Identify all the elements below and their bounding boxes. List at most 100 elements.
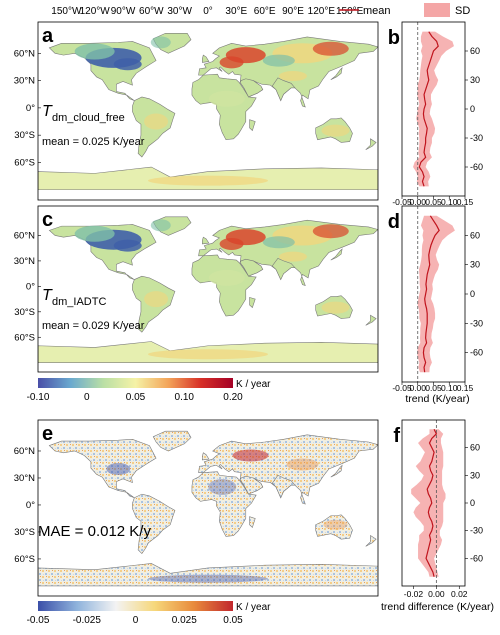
profile-y-tick-label: -60 [470, 348, 483, 358]
colorbar-diff-ticks: -0.05 -0.025 0 0.025 0.05 [27, 615, 244, 626]
land-arabia [239, 258, 264, 277]
trend-region-blob [148, 574, 268, 583]
colorbar-main: K / year -0.10 0 0.05 0.10 0.20 [27, 378, 271, 403]
trend-region-blob [148, 175, 268, 186]
map-land-group [38, 430, 378, 587]
land-madagascar [249, 119, 256, 132]
map-annotation: MAE = 0.012 K/y [38, 523, 151, 540]
lon-tick-label: 60°E [254, 6, 276, 17]
colorbar-tick-label: 0.05 [223, 615, 243, 626]
profile-x-tick-label: -0.05 [392, 383, 412, 393]
lat-tick-label: 30°S [14, 527, 35, 538]
profile-y-tick-label: 0 [470, 104, 475, 114]
lat-tick-label: 0° [26, 500, 35, 511]
panel-letter-a: a [42, 25, 54, 47]
mean-line [425, 428, 438, 577]
trend-region-blob [323, 519, 348, 530]
colorbar-tick-label: 0.025 [172, 615, 197, 626]
trend-region-blob [74, 225, 115, 242]
land-antarctica [38, 563, 378, 587]
trend-region-blob [286, 458, 319, 471]
profile-y-tick-label: -60 [470, 162, 483, 172]
profile-x-tick-label: 0.10 [441, 197, 458, 207]
colorbar-main-ticks: -0.10 0 0.05 0.10 0.20 [27, 392, 244, 403]
profile-y-tick-label: -30 [470, 318, 483, 328]
trend-region-blob [106, 462, 131, 475]
profile-x-tick-label: 0.05 [425, 383, 442, 393]
profile-x-tick-label: 0.15 [457, 383, 474, 393]
land-uk [202, 236, 210, 245]
trend-region-blob [219, 237, 244, 250]
profile-x-tick-label: 0.15 [457, 197, 474, 207]
profile-y-tick-label: 60 [470, 46, 480, 56]
trend-region-blob [232, 449, 269, 462]
lat-tick-label: 60°S [14, 332, 35, 343]
lon-tick-label: 120°E [308, 6, 336, 17]
map-frame [37, 21, 379, 201]
colorbar-tick-label: -0.025 [73, 615, 102, 626]
map-panel-e: 60°N 30°N 0° 30°S 60°S e MAE = 0.012 K/y [14, 419, 379, 597]
panel-letter-e: e [42, 423, 53, 445]
map-frame [37, 205, 379, 373]
lat-tick-label: 60°N [14, 446, 35, 457]
colorbar-tick-label: 0.10 [175, 392, 195, 403]
profile-x-tick-label: 0.02 [451, 589, 468, 599]
profile-x-tick-label: 0.00 [428, 589, 445, 599]
profile-x-axis-label: trend (K/year) [405, 393, 469, 405]
trend-region-blob [279, 251, 307, 262]
trend-region-blob [312, 224, 349, 239]
profile-x-tick-label: 0.00 [409, 197, 426, 207]
profile-x-axis-label: trend difference (K/year) [381, 601, 494, 613]
profile-y-tick-label: 0 [470, 289, 475, 299]
land-greenland [152, 430, 192, 452]
trend-region-blob [208, 478, 237, 495]
land-japan [330, 464, 343, 478]
profile-x-tick-label: 0.00 [409, 383, 426, 393]
trend-region-blob [113, 58, 142, 71]
profile-y-tick-label: -30 [470, 526, 483, 536]
land-africa [191, 471, 257, 537]
land-uk [202, 452, 210, 461]
colorbar-tick-label: -0.05 [27, 615, 50, 626]
lon-tick-label: 90°E [282, 6, 304, 17]
profile-y-tick-label: 30 [470, 470, 480, 480]
map-annotation: mean = 0.029 K/year [42, 320, 145, 332]
mean-line [418, 31, 439, 187]
map-title: T [42, 287, 53, 304]
profile-y-tick-label: 30 [470, 75, 480, 85]
land-madagascar [249, 516, 256, 528]
trend-region-blob [144, 113, 169, 130]
land-india [271, 77, 296, 102]
mean-line [422, 215, 440, 373]
map-annotation: mean = 0.025 K/year [42, 136, 145, 148]
colorbar-tick-label: 0.20 [223, 392, 243, 403]
trend-region-blob [113, 239, 142, 252]
lon-tick-label: 0° [203, 6, 213, 17]
map-title-sub: dm_cloud_free [52, 112, 125, 124]
land-newzealand [365, 138, 377, 150]
colorbar-diff: K / year -0.05 -0.025 0 0.025 0.05 [27, 601, 271, 626]
trend-region-blob [262, 54, 295, 67]
profile-y-tick-label: -60 [470, 553, 483, 563]
land-arabia [239, 78, 264, 98]
sd-band [411, 429, 446, 577]
lat-tick-label: 60°N [14, 48, 35, 59]
lat-tick-label: 60°S [14, 157, 35, 168]
profile-x-tick-label: -0.02 [404, 589, 424, 599]
land-japan [330, 248, 343, 261]
profile-x-tick-label: 0.05 [425, 197, 442, 207]
lat-tick-label: 30°N [14, 256, 35, 267]
legend: mean SD [339, 3, 470, 17]
lat-tick-label: 0° [26, 103, 35, 114]
trend-region-blob [312, 41, 349, 56]
lon-tick-label: 150°W [51, 6, 82, 17]
lat-tick-label: 0° [26, 281, 35, 292]
land-australia [315, 514, 353, 540]
map-land-group [38, 32, 378, 191]
map-frame [37, 419, 379, 597]
sd-band [417, 215, 455, 373]
colorbar-main-gradient [38, 378, 233, 388]
